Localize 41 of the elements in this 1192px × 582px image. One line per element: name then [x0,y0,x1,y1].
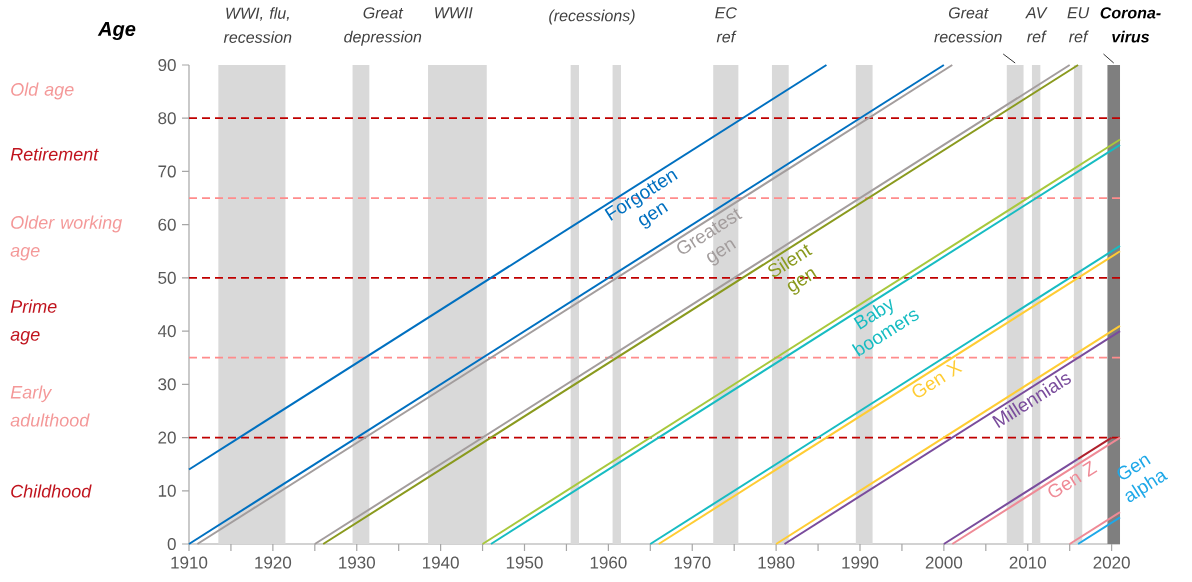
x-tick-label: 1980 [758,556,795,569]
x-tick-label: 1960 [590,556,627,569]
y-tick-label: 20 [158,431,176,444]
x-tick-label: 1910 [171,556,208,569]
band-label: WWII [435,7,473,19]
y-tick-label: 60 [158,218,176,231]
text: Gen alpha [1117,455,1169,503]
band-label: EU ref [1067,7,1090,43]
text: Childhood [11,484,92,498]
y-tick-label: 30 [158,378,176,391]
band-label: Great depression [344,7,422,46]
text: Gen Z [1048,460,1098,498]
x-tick-label: 1950 [506,556,543,569]
y-tick-label: 90 [158,58,176,72]
x-tick-label: 1920 [255,556,292,569]
x-tick-label: 1940 [423,556,459,569]
band-label: WWI, flu, recession [223,7,292,43]
text: Retirement [10,147,99,161]
x-tick-label: 1990 [842,556,879,569]
x-tick-label: 2020 [1093,556,1130,569]
text: Prime age [10,299,57,345]
y-axis-title: Age [97,22,136,40]
text: Old age [11,82,74,100]
x-tick-label: 1930 [339,556,375,569]
text: Older working age [10,215,123,261]
x-tick-label: 1970 [674,556,711,569]
band-label: Great recession [934,7,1002,43]
band-label: Corona-virus [1100,7,1161,43]
y-tick-label: 70 [158,165,176,178]
band-label: EC ref [715,7,737,43]
text: (recessions) [549,9,635,25]
text: Gen X [912,359,963,398]
y-tick-label: 80 [158,112,176,125]
y-tick-label: 40 [157,325,176,338]
y-tick-label: 0 [167,537,176,551]
y-tick-label: 50 [158,271,176,284]
text: Early adulthood [10,385,90,427]
x-tick-label: 2010 [1009,556,1046,569]
x-tick-label: 2000 [925,556,963,569]
y-tick-label: 10 [158,484,176,497]
band-label: AV ref [1025,7,1048,43]
